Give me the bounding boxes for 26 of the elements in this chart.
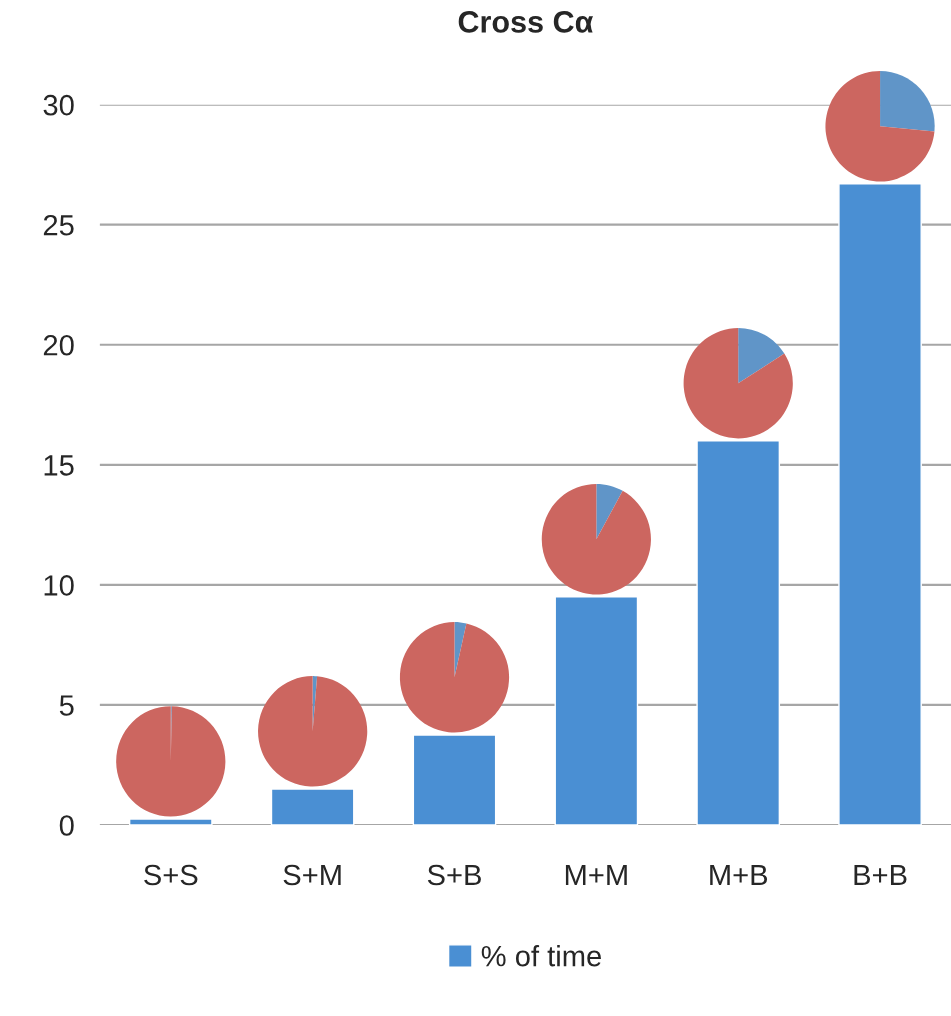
y-tick-label: 25 <box>43 214 74 236</box>
pie-slice <box>116 706 226 817</box>
legend-label: % of time <box>481 945 601 967</box>
x-tick-label: B+B <box>854 864 907 886</box>
pie-slice <box>454 622 467 678</box>
pie-slice <box>825 71 935 182</box>
x-tick-label: S+B <box>427 864 481 886</box>
x-tick-label: S+M <box>283 864 341 886</box>
pie-slice <box>399 622 510 733</box>
x-tick-label: M+M <box>565 864 627 886</box>
pie-slice <box>258 676 368 787</box>
y-tick-label: 15 <box>44 455 74 476</box>
pie-slice <box>596 484 623 540</box>
bar <box>128 818 213 825</box>
pie-slice <box>541 484 651 595</box>
pie-slice <box>880 71 935 132</box>
y-tick-label: 30 <box>43 94 74 116</box>
y-tick-label: 20 <box>43 334 74 356</box>
y-tick-label: 10 <box>44 575 74 596</box>
chart-title: Cross Cα <box>458 11 594 33</box>
x-tick-label: M+B <box>710 864 768 886</box>
x-tick-label: S+S <box>144 864 198 886</box>
pie-slice <box>683 327 793 439</box>
y-tick-label: 5 <box>59 695 74 716</box>
y-tick-label: 0 <box>59 815 74 836</box>
pie-slice <box>738 327 785 384</box>
